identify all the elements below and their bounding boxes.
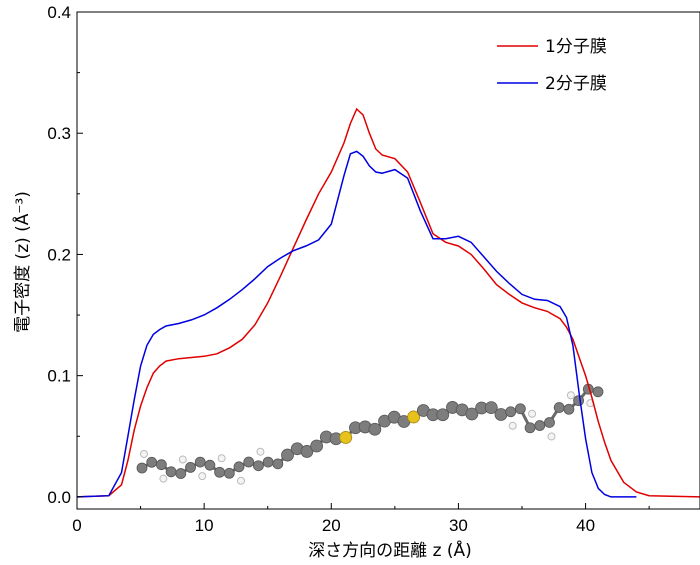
carbon-atom bbox=[465, 407, 479, 421]
carbon-atom bbox=[436, 408, 450, 422]
carbon-atom bbox=[165, 466, 177, 478]
y-tick-label: 0.4 bbox=[47, 3, 71, 22]
carbon-atom bbox=[310, 439, 324, 453]
hydrogen-atom bbox=[547, 432, 556, 441]
carbon-atom bbox=[494, 408, 508, 421]
carbon-atom bbox=[204, 459, 216, 471]
x-axis-ticks: 0 10 20 30 40 bbox=[72, 503, 650, 535]
carbon-atom bbox=[553, 402, 565, 413]
carbon-atom bbox=[368, 422, 382, 436]
x-tick-label: 0 bbox=[72, 516, 81, 535]
hydrogen-atom bbox=[217, 454, 226, 463]
y-tick-label: 0.3 bbox=[47, 124, 71, 143]
carbon-atom bbox=[136, 462, 148, 474]
hydrogen-atom bbox=[256, 447, 265, 456]
hydrogen-atom bbox=[159, 474, 168, 483]
carbon-atom bbox=[300, 445, 314, 458]
legend: 1分子膜 2分子膜 bbox=[497, 37, 607, 94]
carbon-atom bbox=[505, 406, 517, 418]
molecule-illustration bbox=[136, 383, 604, 485]
x-tick-label: 40 bbox=[576, 516, 595, 535]
carbon-atom bbox=[544, 417, 555, 428]
x-axis-label: 深さ方向の距離 z (Å) bbox=[308, 539, 472, 561]
series-line-1 bbox=[76, 107, 700, 498]
carbon-atom bbox=[592, 386, 604, 398]
y-axis-ticks: 0.0 0.1 0.2 0.3 0.4 bbox=[47, 3, 83, 507]
carbon-atom bbox=[194, 456, 206, 468]
carbon-atom bbox=[233, 461, 245, 473]
carbon-atom bbox=[524, 422, 536, 434]
hydrogen-atom bbox=[178, 455, 187, 464]
plot-frame bbox=[76, 11, 700, 510]
carbon-atom bbox=[156, 459, 167, 471]
carbon-atom bbox=[146, 456, 158, 468]
x-tick-label: 10 bbox=[195, 516, 214, 535]
series-line-2 bbox=[76, 150, 637, 498]
carbon-atom bbox=[484, 401, 498, 415]
hydrogen-atom bbox=[508, 421, 517, 430]
carbon-atom bbox=[175, 468, 187, 479]
carbon-atom bbox=[281, 448, 294, 462]
carbon-atom bbox=[223, 467, 235, 479]
hydrogen-atom bbox=[528, 409, 537, 418]
y-axis-label: 電子密度 (z) (Å⁻³) bbox=[11, 191, 33, 333]
y-tick-label: 0.0 bbox=[47, 488, 71, 507]
hydrogen-atom bbox=[140, 450, 148, 458]
series-lines bbox=[76, 107, 700, 498]
sulfur-atom bbox=[339, 431, 353, 444]
x-tick-label: 20 bbox=[322, 516, 341, 535]
hydrogen-atom bbox=[566, 391, 575, 400]
hydrogen-atom bbox=[198, 472, 207, 481]
legend-label-1: 1分子膜 bbox=[545, 37, 607, 57]
hydrogen-atom bbox=[237, 476, 246, 485]
legend-label-2: 2分子膜 bbox=[545, 74, 607, 94]
carbon-atom bbox=[573, 395, 584, 407]
carbon-atom bbox=[563, 403, 575, 415]
sulfur-atom bbox=[407, 410, 421, 424]
carbon-atom bbox=[185, 462, 196, 473]
carbon-atom bbox=[534, 420, 546, 431]
y-tick-label: 0.1 bbox=[47, 367, 71, 386]
carbon-atom bbox=[243, 456, 255, 468]
carbon-atom bbox=[514, 403, 526, 415]
carbon-atom bbox=[262, 456, 274, 468]
carbon-atom bbox=[272, 458, 284, 470]
carbon-atom bbox=[253, 460, 264, 472]
x-tick-label: 30 bbox=[449, 516, 468, 535]
carbon-atom bbox=[214, 466, 226, 478]
y-tick-label: 0.2 bbox=[47, 245, 71, 264]
